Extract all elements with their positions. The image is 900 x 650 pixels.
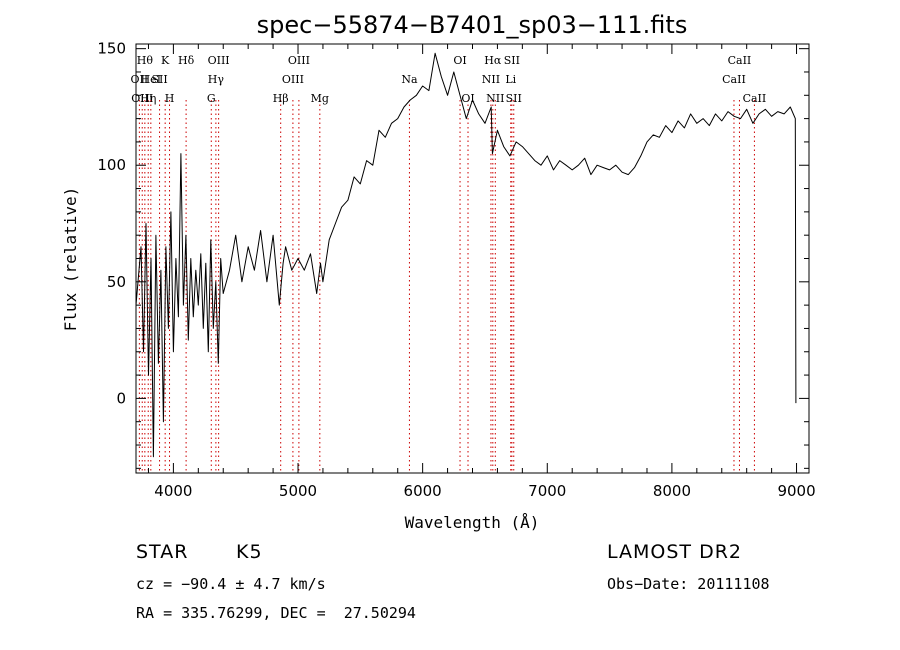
- axis-ticks: 4000 5000 6000 7000 8000 9000 0 50 100 150: [97, 40, 815, 500]
- marker-label: K: [161, 54, 170, 67]
- marker-label: Li: [505, 73, 516, 86]
- x-tick-label: 7000: [528, 482, 566, 500]
- x-tick-label: 4000: [154, 482, 192, 500]
- marker-label: OI: [453, 54, 466, 67]
- y-tick-label: 150: [97, 40, 126, 58]
- marker-label: NII: [486, 92, 504, 105]
- marker-label: Hβ: [273, 92, 289, 105]
- spectrum-line: [135, 52, 797, 458]
- marker-label: NII: [482, 73, 500, 86]
- marker-label: OIII: [208, 54, 230, 67]
- marker-label: OIII: [288, 54, 310, 67]
- marker-label: Hδ: [178, 54, 195, 67]
- survey-name: LAMOST DR2: [607, 541, 742, 563]
- marker-label: Hη: [140, 92, 156, 105]
- marker-label: CaII: [728, 54, 752, 67]
- x-tick-label: 6000: [404, 482, 442, 500]
- marker-label: OIII: [282, 73, 304, 86]
- x-axis-label: Wavelength (Å): [405, 513, 540, 532]
- x-tick-label: 9000: [777, 482, 815, 500]
- x-tick-label: 8000: [653, 482, 691, 500]
- y-tick-label: 100: [97, 156, 126, 174]
- y-tick-label: 0: [116, 389, 126, 407]
- marker-label: OII: [131, 73, 149, 86]
- marker-label: SII: [504, 54, 520, 67]
- plot-frame: [135, 43, 810, 474]
- chart-title: spec−55874−B7401_sp03−111.fits: [257, 11, 688, 39]
- marker-label: SII: [151, 73, 167, 86]
- marker-label: Hθ: [137, 54, 154, 67]
- marker-label: Hα: [484, 54, 502, 67]
- marker-label: HeI: [141, 73, 161, 86]
- marker-label: H: [165, 92, 175, 105]
- y-axis-label: Flux (relative): [61, 187, 80, 332]
- object-class: STAR: [136, 541, 189, 563]
- y-tick-label: 50: [107, 273, 126, 291]
- redshift-line: cz = −90.4 ± 4.7 km/s: [136, 575, 326, 593]
- x-tick-label: 5000: [279, 482, 317, 500]
- coordinates: RA = 335.76299, DEC = 27.50294: [136, 604, 416, 622]
- marker-label: G: [207, 92, 216, 105]
- marker-label: Mg: [311, 92, 329, 105]
- object-subclass: K5: [236, 541, 263, 563]
- marker-label: CaII: [743, 92, 767, 105]
- marker-label: Hγ: [208, 73, 225, 86]
- marker-label: SII: [506, 92, 522, 105]
- marker-label: OI: [461, 92, 474, 105]
- spectrum-series: [135, 52, 797, 458]
- line-markers: OIIOIIIHθHηHeISIIKHHδGHγOIIIHβOIIIOIIIMg…: [131, 54, 767, 473]
- marker-label: Na: [401, 73, 418, 86]
- obs-date: Obs−Date: 20111108: [607, 575, 770, 593]
- marker-label: CaII: [722, 73, 746, 86]
